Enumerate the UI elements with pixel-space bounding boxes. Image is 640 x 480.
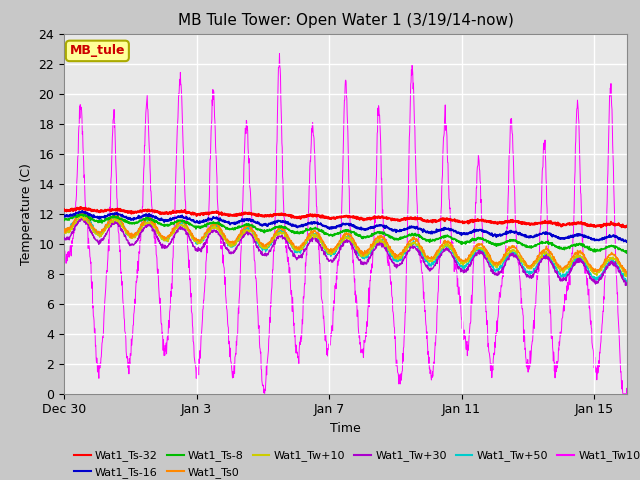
Text: MB_tule: MB_tule	[70, 44, 125, 58]
Title: MB Tule Tower: Open Water 1 (3/19/14-now): MB Tule Tower: Open Water 1 (3/19/14-now…	[178, 13, 513, 28]
X-axis label: Time: Time	[330, 422, 361, 435]
Y-axis label: Temperature (C): Temperature (C)	[20, 163, 33, 264]
Legend: Wat1_Ts-32, Wat1_Ts-16, Wat1_Ts-8, Wat1_Ts0, Wat1_Tw+10, Wat1_Tw+30, Wat1_Tw+50,: Wat1_Ts-32, Wat1_Ts-16, Wat1_Ts-8, Wat1_…	[70, 446, 640, 480]
